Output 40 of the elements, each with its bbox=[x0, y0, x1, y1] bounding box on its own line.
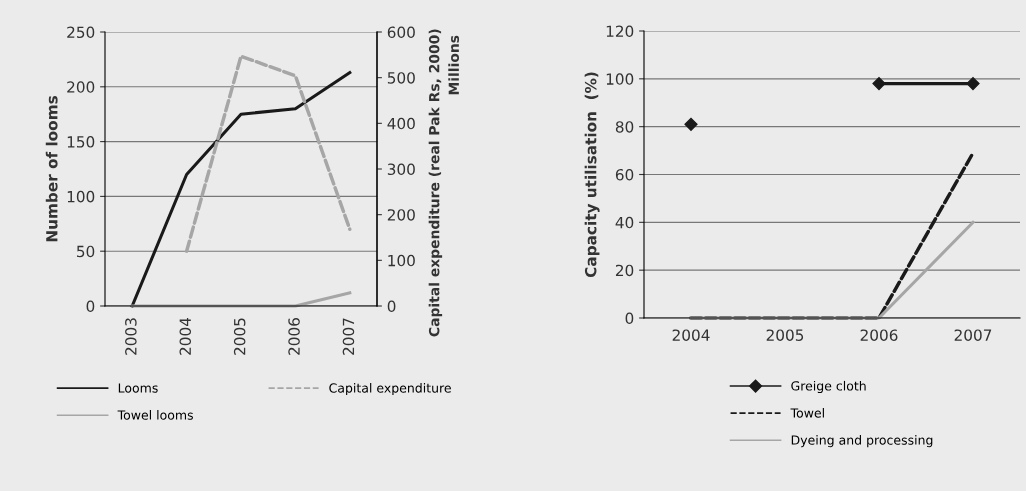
y-tick-label: 0 bbox=[86, 300, 95, 313]
y-axis-title: Capacity utilisation (%) bbox=[584, 72, 600, 278]
y2-tick-label: 400 bbox=[387, 117, 415, 130]
y-tick-label: 40 bbox=[615, 216, 634, 229]
y-tick-label: 50 bbox=[77, 245, 95, 258]
legend-label: Dyeing and processing bbox=[791, 435, 933, 448]
y-tick-label: 150 bbox=[67, 136, 95, 148]
y-tick-label: 200 bbox=[67, 81, 95, 93]
y2-tick-label: 0 bbox=[387, 300, 396, 313]
legend-label: Towel bbox=[790, 408, 824, 418]
x-tick-label: 2006 bbox=[288, 318, 300, 355]
y-tick-label: 120 bbox=[606, 25, 634, 38]
x-tick-label: 2005 bbox=[766, 329, 804, 341]
x-tick-label: 2006 bbox=[860, 329, 898, 341]
y-tick-label: 0 bbox=[625, 312, 634, 325]
y-tick-label: 60 bbox=[615, 168, 634, 181]
y2-tick-label: 600 bbox=[387, 26, 415, 39]
y2-tick-label: 500 bbox=[387, 72, 415, 84]
text: Millions bbox=[448, 35, 460, 95]
y-tick-label: 100 bbox=[67, 190, 95, 203]
y2-axis-title: Capital expenditure (real Pak Rs, 2000) bbox=[428, 29, 443, 337]
x-tick-label: 2004 bbox=[672, 329, 710, 341]
legend-label: Greige cloth bbox=[791, 380, 866, 394]
x-tick-label: 2007 bbox=[954, 329, 992, 341]
y-tick-label: 250 bbox=[67, 26, 95, 39]
x-tick-label: 2007 bbox=[342, 318, 355, 355]
y2-tick-label: 200 bbox=[387, 209, 415, 221]
legend-label: Looms bbox=[118, 383, 158, 393]
y-tick-label: 100 bbox=[606, 73, 634, 85]
y-axis-title: Number of looms bbox=[45, 96, 58, 242]
x-tick-label: 2005 bbox=[233, 318, 246, 355]
y2-tick-label: 100 bbox=[388, 254, 415, 267]
y-tick-label: 80 bbox=[615, 121, 634, 133]
y-tick-label: 20 bbox=[615, 264, 634, 277]
x-tick-label: 2003 bbox=[125, 318, 137, 355]
legend-label: Capital expenditure bbox=[329, 383, 451, 396]
legend-label: Towel looms bbox=[117, 410, 193, 420]
x-tick-label: 2004 bbox=[179, 317, 192, 355]
line-series bbox=[184, 54, 352, 253]
y2-tick-label: 300 bbox=[387, 163, 415, 176]
